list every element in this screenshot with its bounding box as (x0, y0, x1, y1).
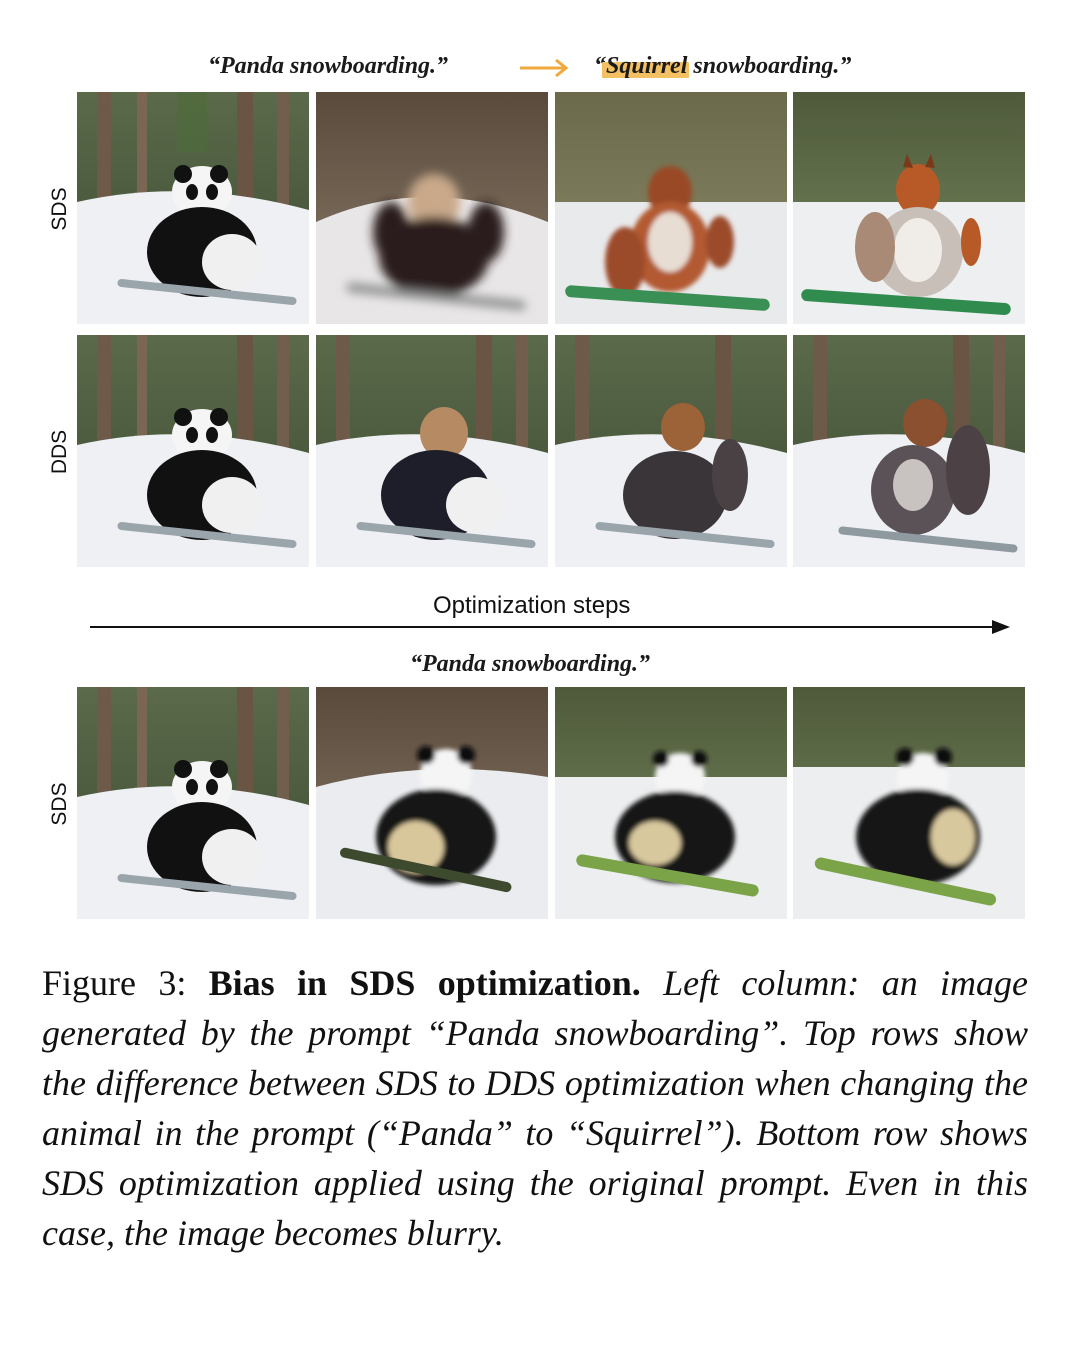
image-sds-row3-step4 (793, 687, 1025, 919)
axis-label: Optimization steps (433, 592, 631, 619)
caption-label: Figure 3: (42, 963, 187, 1003)
image-sds-row1-step1 (77, 92, 309, 324)
image-dds-row2-step4 (793, 335, 1025, 567)
image-sds-row1-step3 (555, 92, 787, 324)
figure-caption: Figure 3: Bias in SDS optimization. Left… (42, 958, 1028, 1258)
target-prompt: “Squirrel snowboarding.” (594, 53, 852, 79)
image-sds-row3-step2 (316, 687, 548, 919)
image-sds-row3-step1 (77, 687, 309, 919)
image-sds-row1-step2 (316, 92, 548, 324)
image-sds-row1-step4 (793, 92, 1025, 324)
row-label-dds: DDS (48, 429, 71, 475)
highlighted-word: Squirrel (606, 53, 688, 79)
bottom-prompt: “Panda snowboarding.” (410, 651, 651, 677)
row-label-sds-bottom: SDS (48, 782, 71, 826)
image-dds-row2-step1 (77, 335, 309, 567)
image-sds-row3-step3 (555, 687, 787, 919)
caption-title: Bias in SDS optimization. (208, 963, 641, 1003)
caption-body: Left column: an image generated by the p… (42, 963, 1028, 1253)
image-dds-row2-step2 (316, 335, 548, 567)
image-dds-row2-step3 (555, 335, 787, 567)
source-prompt: “Panda snowboarding.” (208, 53, 449, 79)
axis-arrow (90, 620, 1010, 634)
row-label-sds-top: SDS (48, 187, 71, 231)
arrow-right-icon (520, 58, 569, 78)
